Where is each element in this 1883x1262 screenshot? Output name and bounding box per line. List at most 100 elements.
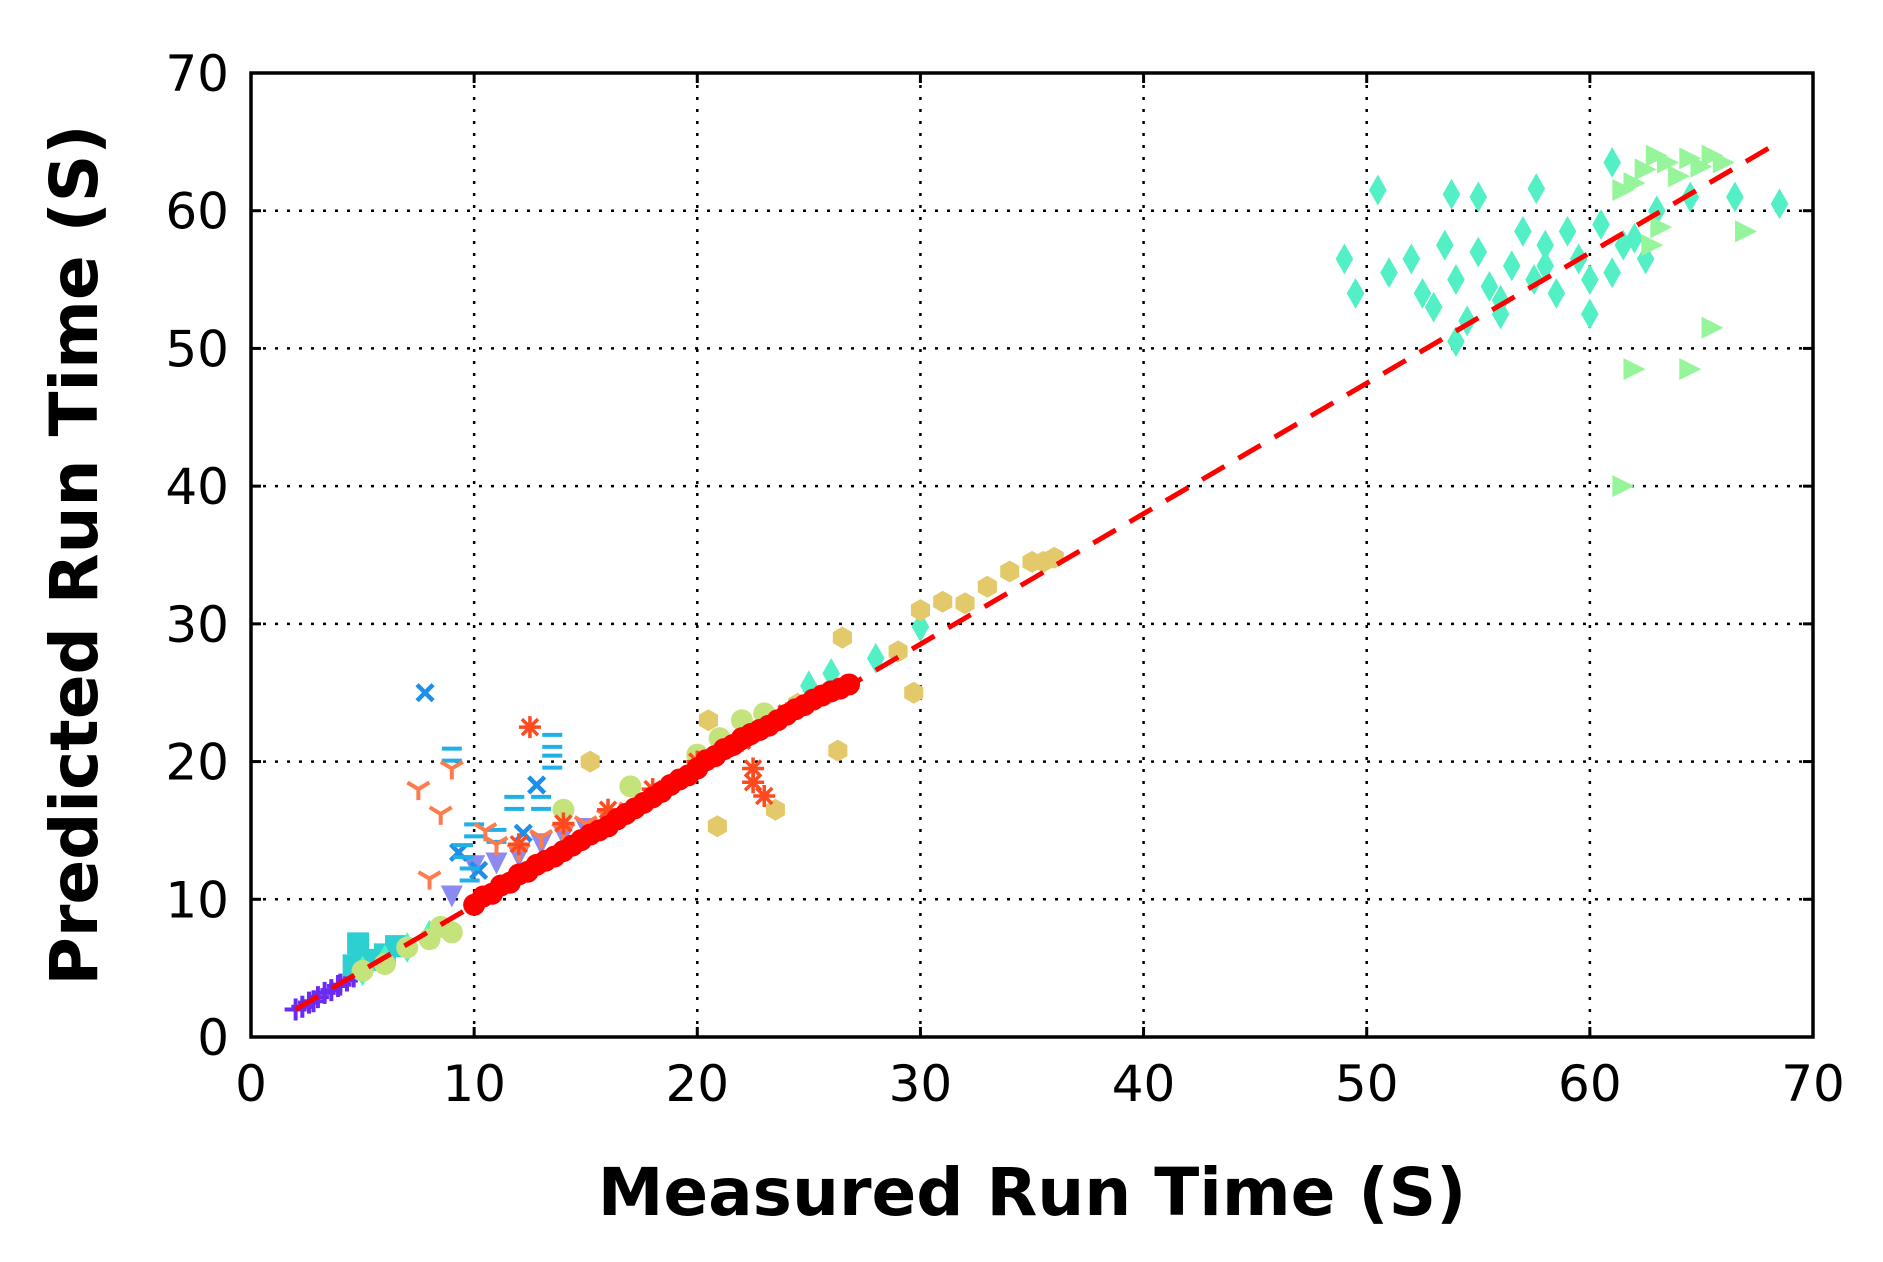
data-point <box>552 798 575 821</box>
data-point <box>1625 222 1644 254</box>
data-point <box>1436 229 1454 261</box>
data-point <box>1558 215 1577 247</box>
data-point <box>904 681 924 704</box>
data-point <box>1735 220 1758 243</box>
data-point <box>739 723 762 746</box>
data-point <box>650 780 673 803</box>
data-point <box>1701 144 1724 167</box>
data-point <box>1770 188 1789 220</box>
y-tick-label: 40 <box>165 458 229 516</box>
data-point <box>1469 181 1488 213</box>
data-point <box>1413 277 1432 309</box>
data-point <box>580 750 600 773</box>
x-tick-label: 60 <box>1558 1055 1622 1113</box>
x-tick-label: 10 <box>442 1055 506 1113</box>
data-point <box>507 833 530 856</box>
data-point <box>1442 178 1461 210</box>
reference-line-path <box>294 139 1781 1012</box>
data-point <box>1000 560 1020 583</box>
data-point <box>1514 215 1532 247</box>
data-point <box>1527 173 1546 205</box>
reference-line <box>294 139 1781 1012</box>
grid <box>251 73 1813 1037</box>
data-point <box>775 703 798 726</box>
data-point <box>518 716 541 739</box>
data-point <box>531 794 552 811</box>
data-point <box>933 590 953 613</box>
data-point <box>1480 271 1499 302</box>
data-point <box>955 592 975 615</box>
data-point <box>417 870 442 890</box>
x-tick-label: 50 <box>1335 1055 1399 1113</box>
data-point <box>704 745 727 768</box>
data-point <box>527 775 547 795</box>
x-tick-label: 0 <box>235 1055 267 1113</box>
data-point <box>753 785 776 807</box>
x-tick-label: 40 <box>1112 1055 1176 1113</box>
data-point <box>1679 358 1702 381</box>
data-point <box>888 640 908 663</box>
data-point <box>504 794 525 811</box>
data-point <box>742 757 765 780</box>
data-point <box>1656 151 1679 174</box>
data-points <box>284 144 1789 1021</box>
data-point <box>828 739 848 762</box>
data-point <box>1726 181 1744 213</box>
y-tick-label: 0 <box>197 1009 229 1067</box>
data-point <box>668 768 691 791</box>
plot-frame <box>249 71 1815 1039</box>
data-point <box>597 798 620 821</box>
data-point <box>977 575 997 598</box>
data-point <box>1701 316 1724 339</box>
data-point <box>1603 147 1621 178</box>
data-point <box>1690 155 1713 178</box>
data-point <box>1447 264 1465 295</box>
y-tick-label: 50 <box>165 320 229 378</box>
data-point <box>1547 277 1566 309</box>
data-point <box>347 932 370 955</box>
data-point <box>542 753 563 770</box>
data-point <box>707 815 727 838</box>
data-point <box>1469 236 1488 268</box>
data-point <box>832 626 852 649</box>
x-axis-title: Measured Run Time (S) <box>598 1154 1467 1231</box>
data-point <box>415 683 435 703</box>
data-point <box>485 852 508 875</box>
data-point <box>1581 298 1599 330</box>
data-point <box>1603 257 1621 289</box>
axis-ticks: 0 10 20 30 40 50 60 70 0 10 20 30 40 50 60 70 <box>165 45 1844 1113</box>
data-point <box>1712 151 1735 174</box>
data-point <box>811 684 834 707</box>
y-tick-label: 10 <box>165 871 229 929</box>
data-point <box>1612 475 1635 498</box>
data-point <box>1679 147 1702 170</box>
x-tick-label: 30 <box>889 1055 953 1113</box>
x-tick-label: 20 <box>665 1055 729 1113</box>
data-point <box>1592 209 1610 240</box>
data-point <box>1634 158 1657 181</box>
data-point <box>542 732 563 749</box>
data-point <box>698 709 718 732</box>
data-point <box>459 866 480 883</box>
data-point <box>1424 291 1443 323</box>
data-point <box>1641 234 1664 257</box>
y-tick-label: 70 <box>165 45 229 103</box>
data-point <box>1648 195 1666 227</box>
data-point <box>1402 243 1421 275</box>
data-point <box>1668 165 1691 188</box>
data-point <box>552 812 575 835</box>
y-tick-label: 60 <box>165 183 229 241</box>
data-point <box>1536 250 1555 282</box>
data-point <box>1650 216 1673 239</box>
data-point <box>1447 326 1465 357</box>
data-point <box>1346 277 1365 309</box>
y-tick-label: 30 <box>165 596 229 654</box>
data-point <box>1380 257 1398 289</box>
y-tick-label: 20 <box>165 734 229 792</box>
data-point <box>1536 229 1555 261</box>
data-point <box>1623 358 1646 381</box>
data-point <box>1502 250 1521 282</box>
data-point <box>440 885 463 908</box>
data-point <box>911 611 930 643</box>
